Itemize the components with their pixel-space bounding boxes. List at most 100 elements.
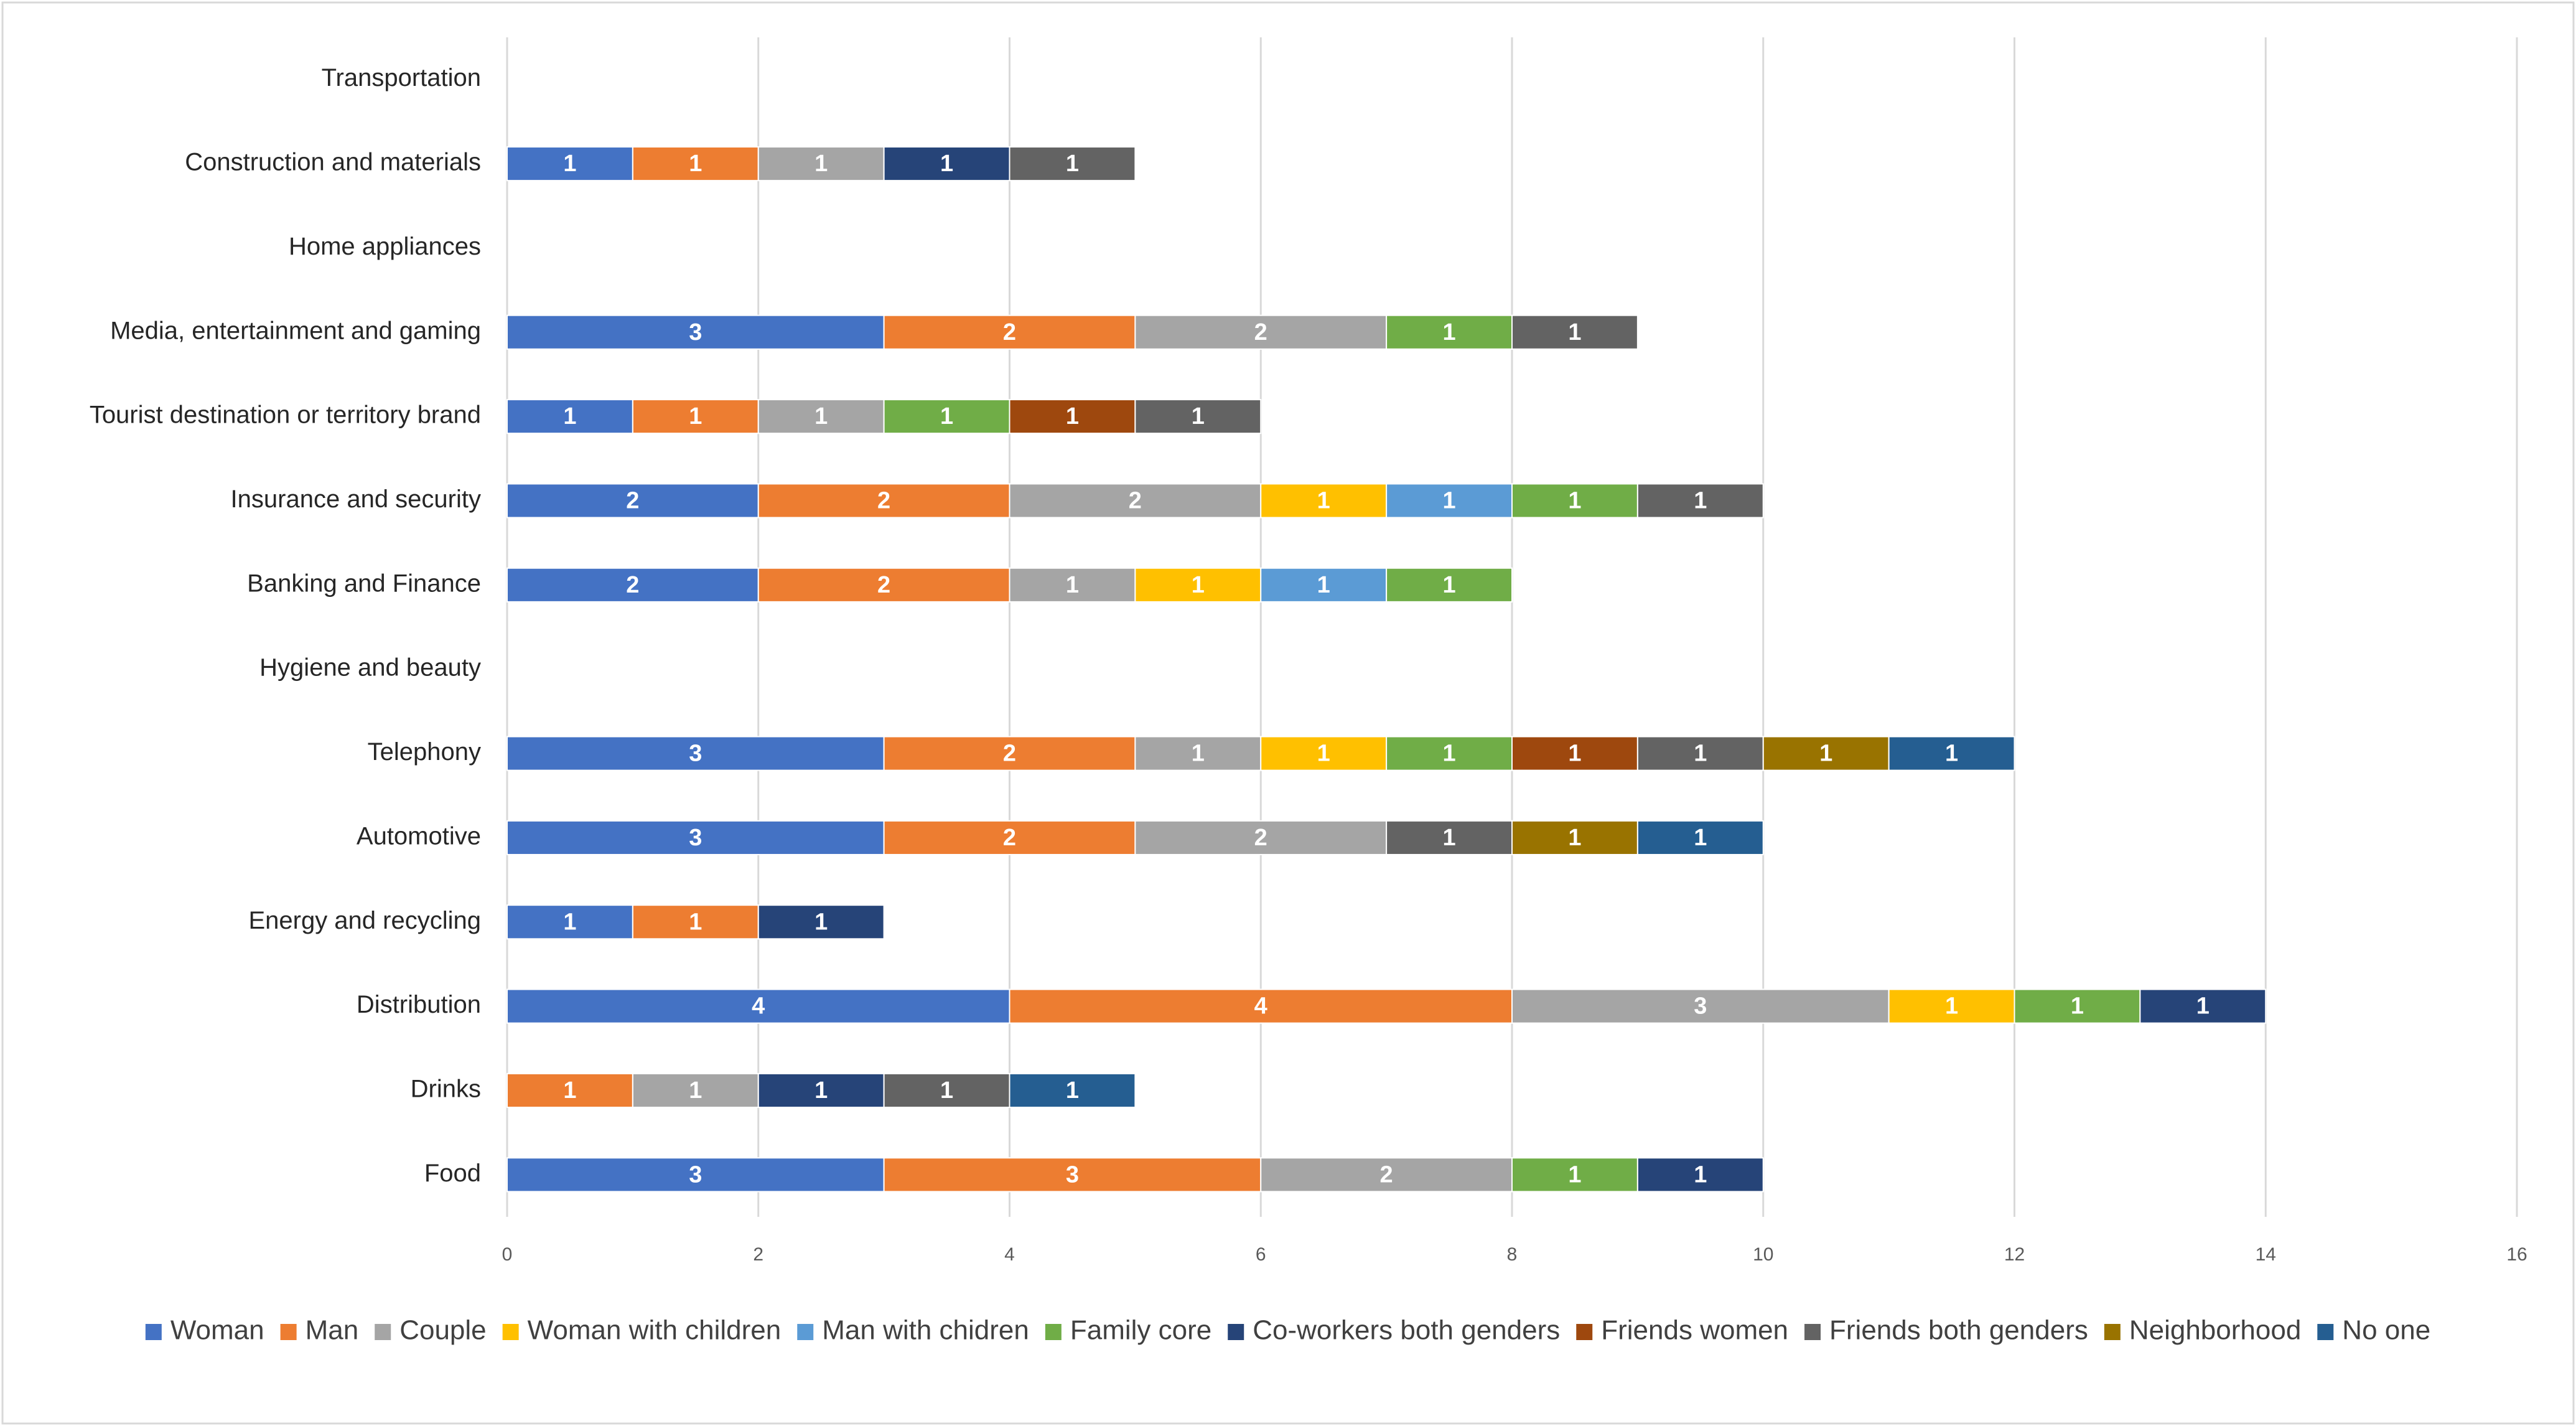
bar-segment — [632, 1072, 759, 1109]
bar-segment — [883, 399, 1010, 434]
bar-data-label: 1 — [1568, 319, 1581, 345]
bar-segment — [1511, 820, 1638, 855]
legend-item-label: Man with chidren — [822, 1315, 1029, 1346]
category-label: Media, entertainment and gaming — [110, 317, 481, 344]
bar-segment — [632, 904, 759, 940]
bar-segment — [1636, 820, 1764, 855]
bar-data-label: 1 — [1442, 825, 1455, 851]
bar-segment — [1134, 399, 1262, 434]
legend-swatch — [1045, 1324, 1062, 1340]
category-label: Automotive — [357, 822, 481, 850]
bar-segment — [1511, 314, 1638, 350]
bar-segment — [506, 904, 633, 940]
bar-segment — [757, 567, 1010, 603]
category-label: Construction and materials — [185, 149, 481, 176]
bar-data-label: 3 — [1694, 993, 1707, 1020]
legend-item-label: Co-workers both genders — [1253, 1315, 1560, 1346]
bar-segment — [506, 736, 885, 771]
bar-data-label: 1 — [689, 1077, 702, 1104]
legend-swatch — [375, 1324, 391, 1340]
legend-swatch — [1228, 1324, 1244, 1340]
bar-data-label: 2 — [626, 572, 639, 598]
x-tick-label: 8 — [1507, 1244, 1518, 1265]
legend-item-label: Friends women — [1601, 1315, 1788, 1346]
bar-segment — [1511, 483, 1638, 518]
bar-segment — [2139, 988, 2267, 1024]
bar-segment — [2014, 988, 2141, 1024]
category-label: Transportation — [322, 64, 481, 91]
bar-segment — [1511, 988, 1890, 1024]
category-label: Distribution — [357, 991, 481, 1018]
bar-data-label: 1 — [1694, 487, 1707, 514]
bar-segment — [1636, 736, 1764, 771]
bar-data-label: 1 — [1819, 741, 1832, 767]
bar-data-label: 4 — [752, 993, 765, 1020]
x-tick-label: 12 — [2004, 1244, 2025, 1265]
bar-segment — [883, 1157, 1262, 1193]
bar-data-label: 1 — [1694, 825, 1707, 851]
category-label: Telephony — [368, 738, 481, 766]
bar-segment — [1134, 820, 1388, 855]
bar-segment — [757, 399, 885, 434]
bar-segment — [1134, 314, 1388, 350]
bar-data-label: 1 — [1694, 741, 1707, 767]
bar-segment — [1511, 1157, 1638, 1193]
bar-data-label: 4 — [1254, 993, 1267, 1020]
bar-data-label: 1 — [1945, 741, 1958, 767]
bar-data-label: 1 — [1317, 487, 1330, 514]
bar-data-label: 2 — [1003, 825, 1016, 851]
legend-item-label: Friends both genders — [1829, 1315, 2088, 1346]
legend-item-label: No one — [2342, 1315, 2430, 1346]
bar-data-label: 1 — [1192, 741, 1205, 767]
bar-data-label: 1 — [2196, 993, 2210, 1020]
bar-data-label: 1 — [1568, 825, 1581, 851]
bar-data-label: 2 — [1254, 319, 1267, 345]
legend-item-label: Man — [306, 1315, 359, 1346]
bar-segment — [1386, 820, 1513, 855]
bar-data-label: 1 — [1694, 1161, 1707, 1188]
bar-segment — [757, 483, 1010, 518]
bar-data-label: 1 — [1442, 741, 1455, 767]
bar-data-label: 1 — [1442, 319, 1455, 345]
bar-segment — [1636, 483, 1764, 518]
bar-segment — [1386, 736, 1513, 771]
category-label: Home appliances — [289, 233, 481, 260]
bar-data-label: 2 — [1003, 319, 1016, 345]
bar-data-label: 1 — [1192, 572, 1205, 598]
bar-data-label: 1 — [1066, 572, 1079, 598]
legend-item-label: Family core — [1070, 1315, 1211, 1346]
x-tick-label: 10 — [1753, 1244, 1773, 1265]
bar-data-label: 3 — [689, 825, 702, 851]
bar-segment — [1636, 1157, 1764, 1193]
bar-segment — [883, 314, 1136, 350]
category-label: Tourist destination or territory brand — [90, 401, 481, 429]
bar-data-label: 2 — [877, 487, 890, 514]
bar-data-label: 3 — [1066, 1161, 1079, 1188]
bar-segment — [1260, 567, 1388, 603]
x-tick-label: 0 — [502, 1244, 513, 1265]
bar-data-label: 1 — [1066, 151, 1079, 177]
bar-data-label: 1 — [940, 1077, 953, 1104]
bar-data-label: 2 — [1003, 741, 1016, 767]
legend-swatch — [797, 1324, 814, 1340]
bar-data-label: 1 — [2071, 993, 2084, 1020]
x-tick-label: 14 — [2256, 1244, 2276, 1265]
bar-segment — [1260, 1157, 1513, 1193]
legend-swatch — [502, 1324, 519, 1340]
legend-item-label: Neighborhood — [2129, 1315, 2301, 1346]
bar-data-label: 1 — [689, 909, 702, 935]
bar-data-label: 2 — [1380, 1161, 1393, 1188]
x-tick-label: 2 — [753, 1244, 763, 1265]
bar-segment — [1386, 567, 1513, 603]
bar-data-label: 3 — [689, 1161, 702, 1188]
bar-data-label: 1 — [1568, 1161, 1581, 1188]
category-label: Insurance and security — [231, 485, 481, 513]
x-tick-label: 16 — [2506, 1244, 2527, 1265]
bar-data-label: 1 — [563, 1077, 576, 1104]
bar-data-label: 3 — [689, 741, 702, 767]
bar-data-label: 1 — [814, 1077, 828, 1104]
legend-item-label: Couple — [399, 1315, 486, 1346]
bar-data-label: 1 — [1945, 993, 1958, 1020]
bar-segment — [1762, 736, 1890, 771]
bar-data-label: 1 — [689, 403, 702, 429]
